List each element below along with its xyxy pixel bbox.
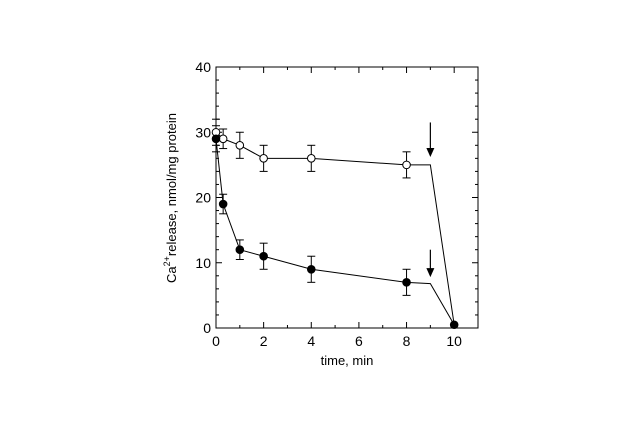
y-axis-label-rest: release, nmol/mg protein — [164, 113, 179, 256]
x-axis-label: time, min — [321, 353, 374, 368]
x-tick-label: 10 — [446, 333, 462, 349]
filled-circle-point — [218, 199, 228, 209]
open-circle-point — [235, 141, 245, 150]
y-tick-label: 10 — [195, 255, 211, 271]
filled-circle-point — [306, 264, 316, 274]
open-circle-point — [259, 154, 268, 163]
x-tick-label: 2 — [260, 333, 268, 349]
series-lines — [215, 131, 455, 325]
x-tick-label: 6 — [355, 333, 363, 349]
x-tick-label: 0 — [212, 333, 220, 349]
x-tick-label: 4 — [307, 333, 315, 349]
arrow-head — [426, 268, 435, 278]
y-tick-label: 20 — [195, 190, 211, 206]
y-axis-label-main: Ca — [164, 266, 179, 283]
data-markers — [211, 127, 459, 330]
open-circle-point — [306, 154, 316, 163]
y-tick-label: 40 — [195, 59, 211, 75]
x-tick-label: 8 — [403, 333, 411, 349]
open-circle-point — [218, 134, 228, 144]
filled-circle-point — [259, 251, 268, 261]
series-line-2 — [215, 138, 455, 325]
series-line-1 — [215, 131, 455, 325]
y-axis-label: Ca2+release, nmol/mg protein — [162, 113, 179, 283]
y-axis-label-superscript: 2+ — [162, 256, 172, 266]
y-tick-label: 0 — [203, 320, 211, 336]
filled-circle-point — [211, 134, 221, 144]
tick-labels: 0 2 4 6 8 10 0 10 20 30 40 — [195, 59, 462, 349]
filled-circle-point — [402, 278, 411, 287]
y-tick-label: 30 — [195, 124, 211, 140]
ticks — [215, 66, 479, 329]
arrows — [426, 122, 435, 278]
plot-frame — [215, 66, 479, 329]
arrow-head — [426, 148, 435, 158]
filled-circle-point — [449, 320, 459, 330]
filled-circle-point — [235, 245, 245, 254]
open-circle-point — [402, 160, 411, 170]
